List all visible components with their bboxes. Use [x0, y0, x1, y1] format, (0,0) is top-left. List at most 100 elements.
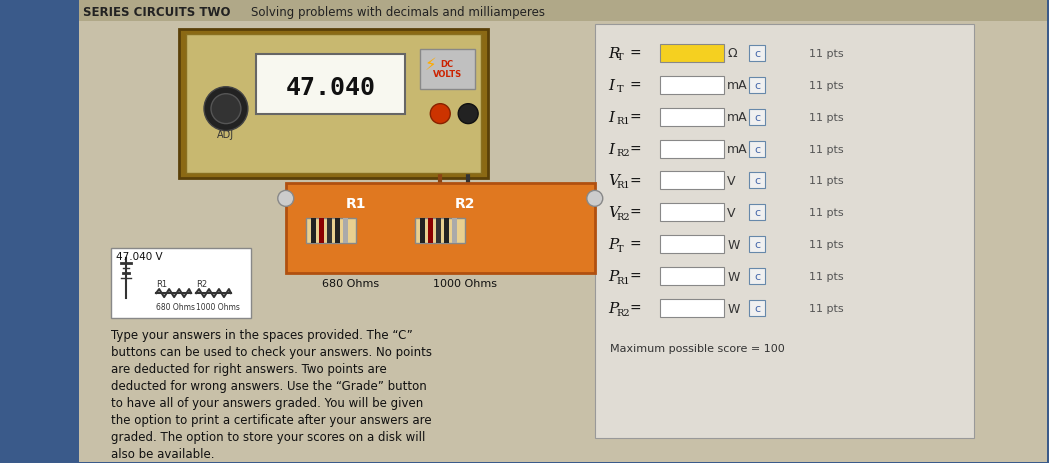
Text: =: =: [629, 301, 641, 315]
Text: R1: R1: [617, 276, 630, 285]
Circle shape: [211, 94, 241, 125]
Bar: [285, 184, 595, 274]
Bar: [660, 45, 725, 63]
Text: V: V: [607, 206, 619, 220]
Text: I: I: [607, 110, 614, 125]
Bar: [749, 205, 765, 221]
Text: P: P: [607, 269, 618, 283]
Bar: [445, 219, 449, 244]
Text: R1: R1: [156, 279, 167, 288]
Text: R1: R1: [345, 197, 366, 211]
Text: V: V: [727, 175, 735, 188]
Text: 1000 Ohms: 1000 Ohms: [433, 279, 497, 288]
Text: ADJ: ADJ: [217, 129, 235, 139]
Text: deducted for wrong answers. Use the “Grade” button: deducted for wrong answers. Use the “Gra…: [111, 379, 427, 392]
Bar: [749, 78, 765, 94]
Text: V: V: [607, 174, 619, 188]
Bar: [660, 204, 725, 222]
Text: 680 Ohms: 680 Ohms: [322, 279, 379, 288]
Bar: [421, 50, 475, 89]
Text: P: P: [607, 301, 618, 315]
Text: c: c: [754, 176, 761, 186]
Text: V: V: [727, 206, 735, 219]
Text: c: c: [754, 113, 761, 122]
Text: 11 pts: 11 pts: [809, 208, 843, 218]
Bar: [660, 108, 725, 126]
Text: are deducted for right answers. Two points are: are deducted for right answers. Two poin…: [111, 362, 387, 375]
Text: W: W: [727, 270, 740, 283]
Bar: [749, 141, 765, 157]
Bar: [660, 76, 725, 94]
Bar: [749, 269, 765, 284]
Text: mA: mA: [727, 79, 748, 92]
Bar: [428, 219, 433, 244]
Text: Solving problems with decimals and milliamperes: Solving problems with decimals and milli…: [251, 6, 544, 19]
Text: buttons can be used to check your answers. No points: buttons can be used to check your answer…: [111, 345, 432, 358]
Text: c: c: [754, 81, 761, 91]
Text: P: P: [607, 238, 618, 252]
Text: R1: R1: [617, 181, 630, 189]
Text: I: I: [607, 79, 614, 93]
Circle shape: [586, 191, 603, 207]
Text: 11 pts: 11 pts: [809, 144, 843, 154]
Text: ⚡: ⚡: [425, 56, 436, 74]
Text: 680 Ohms: 680 Ohms: [156, 302, 195, 311]
Text: R1: R1: [617, 117, 630, 126]
Text: Type your answers in the spaces provided. The “C”: Type your answers in the spaces provided…: [111, 328, 413, 341]
Text: Ω: Ω: [727, 47, 737, 60]
Bar: [319, 219, 324, 244]
Text: 11 pts: 11 pts: [809, 176, 843, 186]
Text: =: =: [629, 206, 641, 220]
Text: =: =: [629, 238, 641, 252]
Text: 1000 Ohms: 1000 Ohms: [196, 302, 240, 311]
Text: DC: DC: [441, 60, 454, 69]
Bar: [660, 268, 725, 286]
Bar: [749, 173, 765, 189]
Circle shape: [204, 88, 248, 131]
Text: R: R: [607, 47, 619, 61]
Text: R2: R2: [617, 149, 630, 158]
Bar: [80, 0, 1047, 22]
Text: R2: R2: [617, 308, 630, 317]
Text: T: T: [617, 85, 623, 94]
Text: 11 pts: 11 pts: [809, 81, 843, 91]
Text: =: =: [629, 79, 641, 93]
Text: =: =: [629, 47, 641, 61]
Text: R2: R2: [455, 197, 475, 211]
Bar: [452, 219, 457, 244]
Bar: [749, 46, 765, 62]
Bar: [660, 236, 725, 254]
Bar: [343, 219, 347, 244]
Text: graded. The option to store your scores on a disk will: graded. The option to store your scores …: [111, 430, 426, 443]
Bar: [186, 35, 481, 174]
Text: c: c: [754, 144, 761, 154]
Text: c: c: [754, 240, 761, 250]
Text: the option to print a certificate after your answers are: the option to print a certificate after …: [111, 413, 432, 426]
Bar: [749, 109, 765, 125]
Text: c: c: [754, 271, 761, 282]
Bar: [660, 300, 725, 317]
Circle shape: [430, 105, 450, 125]
Text: mA: mA: [727, 111, 748, 124]
Text: =: =: [629, 174, 641, 188]
Text: W: W: [727, 302, 740, 315]
Text: 11 pts: 11 pts: [809, 271, 843, 282]
Bar: [660, 140, 725, 158]
Text: 11 pts: 11 pts: [809, 49, 843, 59]
Bar: [436, 219, 442, 244]
Text: =: =: [629, 142, 641, 156]
Bar: [311, 219, 316, 244]
Text: to have all of your answers graded. You will be given: to have all of your answers graded. You …: [111, 396, 424, 409]
Bar: [660, 172, 725, 190]
Text: 11 pts: 11 pts: [809, 303, 843, 313]
Bar: [326, 219, 331, 244]
Text: VOLTS: VOLTS: [432, 70, 462, 79]
Circle shape: [278, 191, 294, 207]
Text: I: I: [607, 142, 614, 156]
Text: c: c: [754, 208, 761, 218]
Text: c: c: [754, 303, 761, 313]
Text: R2: R2: [617, 213, 630, 221]
Bar: [179, 30, 488, 179]
Text: T: T: [617, 244, 623, 253]
Text: also be available.: also be available.: [111, 447, 215, 460]
